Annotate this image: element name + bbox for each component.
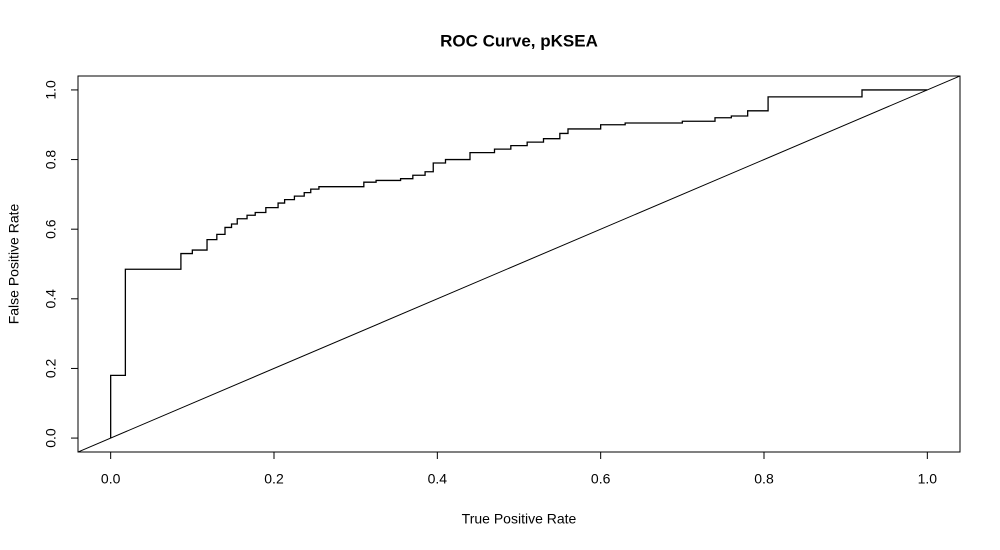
chart-title: ROC Curve, pKSEA	[440, 31, 598, 50]
x-tick-label: 1.0	[918, 471, 938, 487]
x-axis-label: True Positive Rate	[462, 511, 577, 527]
y-axis-label: False Positive Rate	[6, 203, 22, 324]
reference-line	[78, 76, 960, 452]
plot-frame	[77, 75, 961, 453]
x-tick-label: 0.8	[754, 471, 774, 487]
x-tick-label: 0.0	[101, 471, 121, 487]
y-tick-label: 0.0	[43, 428, 59, 448]
x-tick-label: 0.4	[428, 471, 448, 487]
y-tick-label: 1.0	[43, 80, 59, 100]
y-tick-label: 0.4	[43, 289, 59, 309]
x-tick-label: 0.6	[591, 471, 611, 487]
y-tick-label: 0.2	[43, 359, 59, 379]
y-tick-label: 0.6	[43, 219, 59, 239]
x-tick-label: 0.2	[264, 471, 284, 487]
roc-curve	[110, 89, 928, 439]
y-tick-label: 0.8	[43, 150, 59, 170]
